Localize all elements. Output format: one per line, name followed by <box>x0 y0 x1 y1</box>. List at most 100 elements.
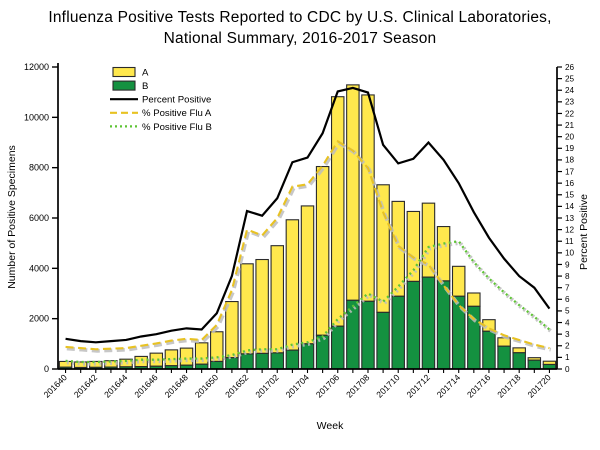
bar-flu-a-segment <box>270 245 285 354</box>
bar-flu-a-segment <box>436 226 451 282</box>
y-right-tick-label: 12 <box>565 225 575 234</box>
bar-flu-b-segment <box>240 353 254 370</box>
bar-flu-a-segment <box>134 355 148 368</box>
x-tick-label: 201710 <box>374 372 402 400</box>
chart-title-line1: Influenza Positive Tests Reported to CDC… <box>48 9 552 26</box>
legend-swatch-b <box>112 80 136 91</box>
x-tick-label: 201702 <box>253 372 281 400</box>
x-tick-label: 201644 <box>102 372 130 400</box>
bar-flu-a-segment <box>361 94 375 302</box>
bar-flu-a-segment <box>164 349 179 367</box>
bar-flu-b-segment <box>270 352 285 370</box>
bar-flu-a-segment <box>285 219 300 351</box>
y-right-tick-label: 8 <box>565 272 570 281</box>
x-axis-title: Week <box>317 420 344 432</box>
legend-label: A <box>142 67 149 78</box>
x-tick-label: 201704 <box>284 372 312 400</box>
flu-combo-chart: 0200040006000800010000120000123456789101… <box>6 62 590 432</box>
x-tick-label: 201652 <box>223 372 251 400</box>
bar-flu-b-segment <box>406 280 421 370</box>
legend: AB Percent Positive % Positive Flu A % Posi… <box>110 66 212 133</box>
y-right-tick-label: 20 <box>565 132 575 141</box>
y-right-tick-label: 17 <box>565 167 575 176</box>
y-right-tick-label: 13 <box>565 214 575 223</box>
bar-flu-a-segment <box>58 360 73 368</box>
bar-flu-b-segment <box>361 300 375 370</box>
bar-flu-a-segment <box>300 205 315 345</box>
y-right-tick-label: 14 <box>565 202 575 211</box>
y-right-tick-label: 25 <box>565 74 575 83</box>
y-right-tick-label: 10 <box>565 249 575 258</box>
bar-flu-b-segment <box>330 325 345 370</box>
bar-flu-b-segment <box>527 359 542 370</box>
y-right-tick-label: 6 <box>565 295 570 304</box>
bar-flu-a-segment <box>255 258 269 354</box>
y-right-tick-label: 16 <box>565 179 575 188</box>
y-left-axis-title: Number of Positive Specimens <box>6 145 18 289</box>
y-right-tick-label: 1 <box>565 353 570 362</box>
y-left-tick-label: 12000 <box>24 62 49 72</box>
y-right-tick-label: 4 <box>565 318 570 327</box>
x-tick-label: 201706 <box>314 372 342 400</box>
x-tick-label: 201642 <box>72 372 100 400</box>
bar-flu-b-segment <box>300 343 315 370</box>
legend-label: % Positive Flu B <box>142 122 212 133</box>
chart-title: Influenza Positive Tests Reported to CDC… <box>0 0 600 49</box>
x-tick-label: 201640 <box>42 372 70 400</box>
y-right-tick-label: 18 <box>565 156 575 165</box>
x-tick-label: 201712 <box>405 372 433 400</box>
percent-positive-line <box>65 86 551 344</box>
y-right-tick-label: 22 <box>565 109 575 118</box>
bar-flu-b-segment <box>421 276 436 370</box>
bar-flu-b-segment <box>346 299 360 370</box>
y-left-tick-label: 10000 <box>24 112 49 122</box>
bar-flu-b-segment <box>210 360 224 370</box>
bar-flu-a-segment <box>179 347 194 366</box>
x-tick-label: 201718 <box>495 372 523 400</box>
percent-flu-a-line <box>65 139 550 351</box>
x-tick-label: 201650 <box>193 372 221 400</box>
legend-label: % Positive Flu A <box>142 108 212 119</box>
y-right-tick-label: 19 <box>565 144 575 153</box>
bar-flu-a-segment <box>225 301 239 359</box>
bar-flu-a-segment <box>512 347 526 354</box>
bar-flu-a-segment <box>346 84 360 301</box>
bar-flu-a-segment <box>240 263 254 355</box>
bar-flu-a-segment <box>421 202 436 278</box>
bar-flu-b-segment <box>436 280 451 370</box>
x-tick-label: 201708 <box>344 372 372 400</box>
y-left-tick-label: 2000 <box>29 314 49 324</box>
y-right-axis-title: Percent Positive <box>578 194 590 270</box>
y-right-tick-label: 7 <box>565 283 570 292</box>
bar-flu-a-segment <box>315 165 330 336</box>
y-right-tick-label: 15 <box>565 191 575 200</box>
legend-label: B <box>142 81 148 92</box>
bar-flu-a-segment <box>467 292 481 307</box>
legend-swatch-a <box>112 66 136 78</box>
y-right-tick-label: 3 <box>565 330 570 339</box>
bar-flu-a-segment <box>376 184 390 313</box>
bar-flu-b-segment <box>255 352 269 370</box>
chart-plot-area: 0200040006000800010000120000123456789101… <box>24 62 575 400</box>
y-left-tick-label: 6000 <box>29 213 49 223</box>
percent-flu-b-line <box>65 239 551 364</box>
x-tick-label: 201716 <box>465 372 493 400</box>
y-right-tick-label: 5 <box>565 307 570 316</box>
y-right-tick-label: 26 <box>565 63 575 72</box>
bar-flu-b-segment <box>391 295 405 370</box>
x-tick-label: 201714 <box>435 372 463 400</box>
y-left-tick-label: 4000 <box>29 263 49 273</box>
y-left-tick-label: 8000 <box>29 163 49 173</box>
y-right-tick-label: 23 <box>565 98 575 107</box>
x-tick-label: 201720 <box>525 372 553 400</box>
y-right-tick-label: 21 <box>565 121 575 130</box>
y-right-tick-label: 24 <box>565 86 575 95</box>
y-right-tick-label: 9 <box>565 260 570 269</box>
bar-flu-b-segment <box>285 349 300 370</box>
chart-title-line2: National Summary, 2016-2017 Season <box>163 30 437 47</box>
bar-flu-b-segment <box>376 311 390 370</box>
y-right-tick-label: 0 <box>565 365 570 374</box>
bar-flu-b-segment <box>497 345 511 370</box>
bar-flu-a-segment <box>330 96 345 327</box>
